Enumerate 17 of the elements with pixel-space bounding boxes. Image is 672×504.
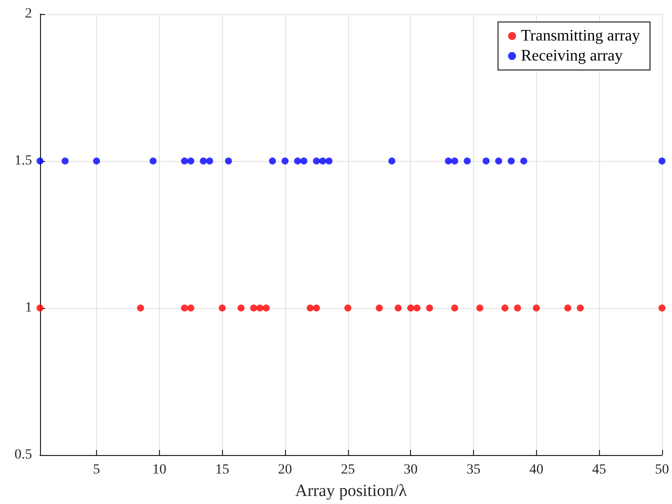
legend-label: Transmitting array bbox=[521, 28, 640, 44]
y-tick-label: 1.5 bbox=[14, 154, 32, 168]
x-axis-title: Array position/λ bbox=[295, 480, 408, 500]
y-tick-label: 1 bbox=[25, 300, 32, 316]
y-tick-label: 0.5 bbox=[14, 448, 32, 462]
x-tick-label: 10 bbox=[152, 462, 166, 478]
x-tick-label: 15 bbox=[215, 462, 230, 478]
x-tick-label: 35 bbox=[466, 462, 481, 478]
x-tick-label: 45 bbox=[592, 462, 606, 478]
x-tick-label: 25 bbox=[340, 462, 355, 478]
x-tick-label: 30 bbox=[404, 462, 418, 478]
x-tick-label: 5 bbox=[93, 462, 100, 478]
y-tick-label: 2 bbox=[25, 6, 32, 22]
x-tick-label: 40 bbox=[529, 462, 544, 478]
x-tick-label: 20 bbox=[278, 462, 292, 478]
x-tick-label: 50 bbox=[655, 462, 669, 478]
legend-label: Receiving array bbox=[521, 48, 623, 64]
